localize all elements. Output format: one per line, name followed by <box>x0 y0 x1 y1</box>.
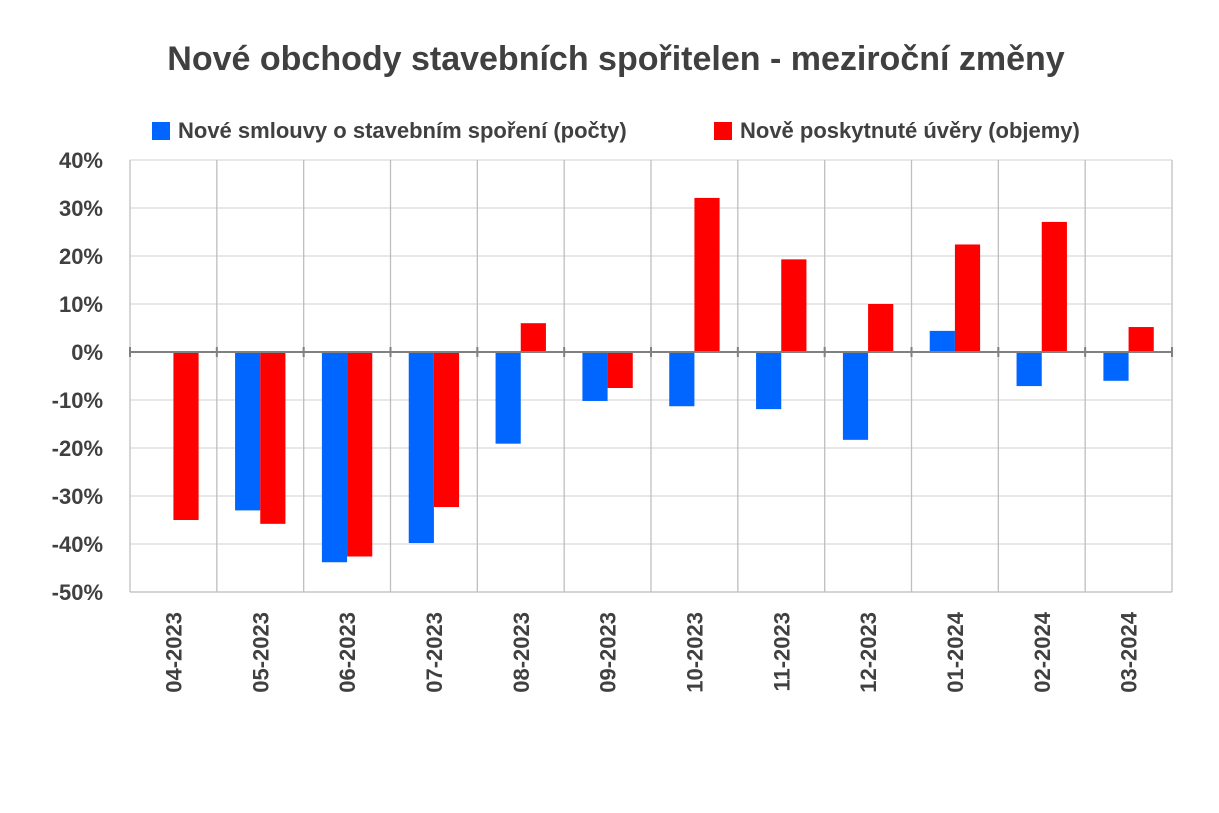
bar-series-1 <box>929 330 955 352</box>
bar-series-1 <box>842 352 869 440</box>
x-tick-label: 09-2023 <box>596 612 621 693</box>
x-tick-label: 01-2024 <box>943 611 968 693</box>
legend-label-series-2: Nově poskytnuté úvěry (objemy) <box>740 118 1080 143</box>
bar-series-1 <box>582 352 608 401</box>
y-tick-label: -40% <box>52 532 103 557</box>
y-tick-label: 30% <box>59 196 103 221</box>
bar-series-2 <box>260 352 286 524</box>
y-tick-label: 40% <box>59 148 103 173</box>
bar-series-1 <box>235 352 261 511</box>
chart-title: Nové obchody stavebních spořitelen - mez… <box>167 40 1065 78</box>
bar-series-2 <box>868 304 894 352</box>
y-tick-label: 0% <box>71 340 103 365</box>
y-tick-label: -20% <box>52 436 103 461</box>
x-tick-label: 11-2023 <box>769 612 794 692</box>
bar-series-1 <box>495 352 521 444</box>
bar-series-1 <box>1103 352 1129 381</box>
y-tick-label: 20% <box>59 244 103 269</box>
x-tick-label: 06-2023 <box>335 612 360 693</box>
bar-series-2 <box>781 259 807 352</box>
bar-series-2 <box>520 323 546 352</box>
x-tick-label: 12-2023 <box>856 612 881 693</box>
legend-item-series-2: Nově poskytnuté úvěry (objemy) <box>714 118 1080 144</box>
x-tick-label: 04-2023 <box>161 612 186 693</box>
bar-series-2 <box>433 352 460 508</box>
bar-series-2 <box>607 352 633 388</box>
bar-series-2 <box>954 244 981 352</box>
x-tick-label: 02-2024 <box>1030 611 1055 693</box>
legend: Nové smlouvy o stavebním spoření (počty)… <box>0 118 1219 148</box>
legend-item-series-1: Nové smlouvy o stavebním spoření (počty) <box>152 118 627 144</box>
bar-series-1 <box>669 352 695 407</box>
x-tick-label: 07-2023 <box>422 612 447 693</box>
legend-swatch-series-2 <box>714 122 732 140</box>
bar-series-1 <box>408 352 434 544</box>
x-tick-label: 05-2023 <box>248 612 273 693</box>
bar-series-2 <box>1128 327 1154 352</box>
y-tick-label: -50% <box>52 580 103 605</box>
y-tick-label: -10% <box>52 388 103 413</box>
legend-label-series-1: Nové smlouvy o stavebním spoření (počty) <box>178 118 627 143</box>
bar-series-1 <box>1016 352 1042 387</box>
bar-series-1 <box>756 352 782 410</box>
bar-series-1 <box>321 352 348 563</box>
legend-swatch-series-1 <box>152 122 170 140</box>
x-tick-label: 08-2023 <box>509 612 534 693</box>
y-tick-label: 10% <box>59 292 103 317</box>
x-tick-label: 10-2023 <box>682 612 707 693</box>
bar-series-2 <box>347 352 373 557</box>
bar-series-2 <box>173 352 199 520</box>
bar-series-2 <box>1041 221 1067 352</box>
bar-series-2 <box>694 197 720 352</box>
x-tick-label: 03-2024 <box>1117 611 1142 693</box>
y-tick-label: -30% <box>52 484 103 509</box>
